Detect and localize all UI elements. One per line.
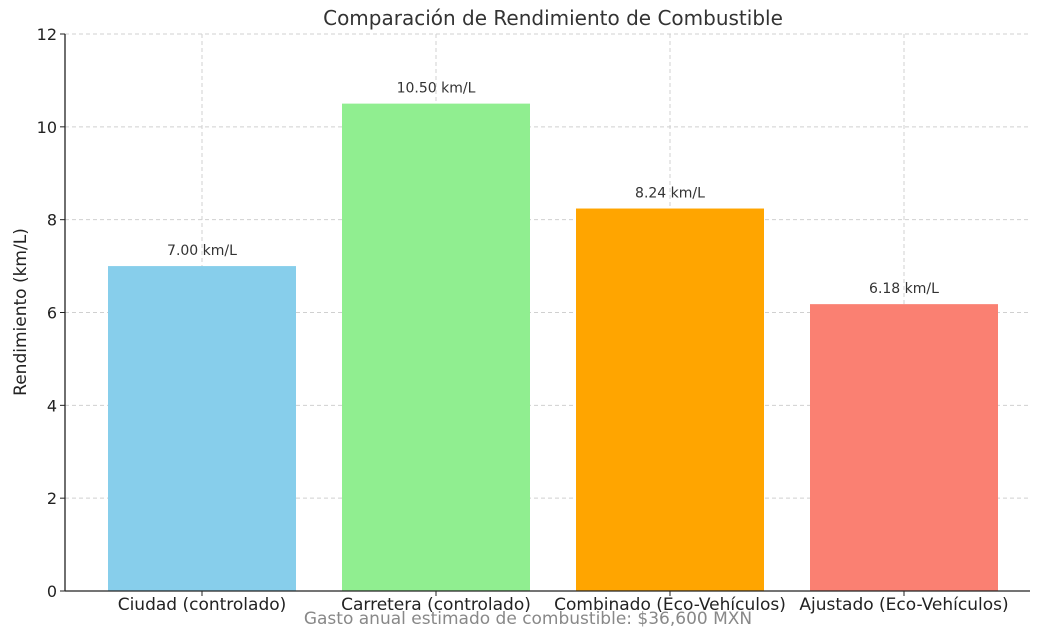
y-tick-label: 6 [47,304,57,323]
bar-value-label: 7.00 km/L [167,243,237,259]
x-category-label: Combinado (Eco-Vehículos) [554,595,786,615]
bar-value-label: 8.24 km/L [635,186,705,202]
bar-value-label: 6.18 km/L [869,281,939,297]
y-axis-label: Rendimiento (km/L) [11,228,31,396]
x-category-label: Ciudad (controlado) [118,595,287,615]
bar-layer [108,103,998,591]
y-tick-label: 8 [47,211,57,230]
x-category-label: Carretera (controlado) [341,595,531,615]
bar [576,208,764,591]
chart-title: Comparación de Rendimiento de Combustibl… [323,6,783,30]
bar [810,304,998,591]
y-tick-label: 12 [37,25,57,44]
label-layer: 7.00 km/L Ciudad (controlado) 10.50 km/L Ca… [118,81,1009,615]
bar-value-label: 10.50 km/L [397,81,476,97]
tick-layer: 0 2 4 6 8 10 12 [37,25,905,601]
y-tick-label: 2 [47,489,57,508]
y-tick-label: 4 [47,396,57,415]
annual-cost-note: Gasto anual estimado de combustible: $36… [304,609,752,629]
x-category-label: Ajustado (Eco-Vehículos) [799,595,1008,615]
y-tick-label: 10 [37,118,57,137]
bar [342,103,530,591]
bar [108,266,296,591]
y-tick-label: 0 [47,582,57,601]
